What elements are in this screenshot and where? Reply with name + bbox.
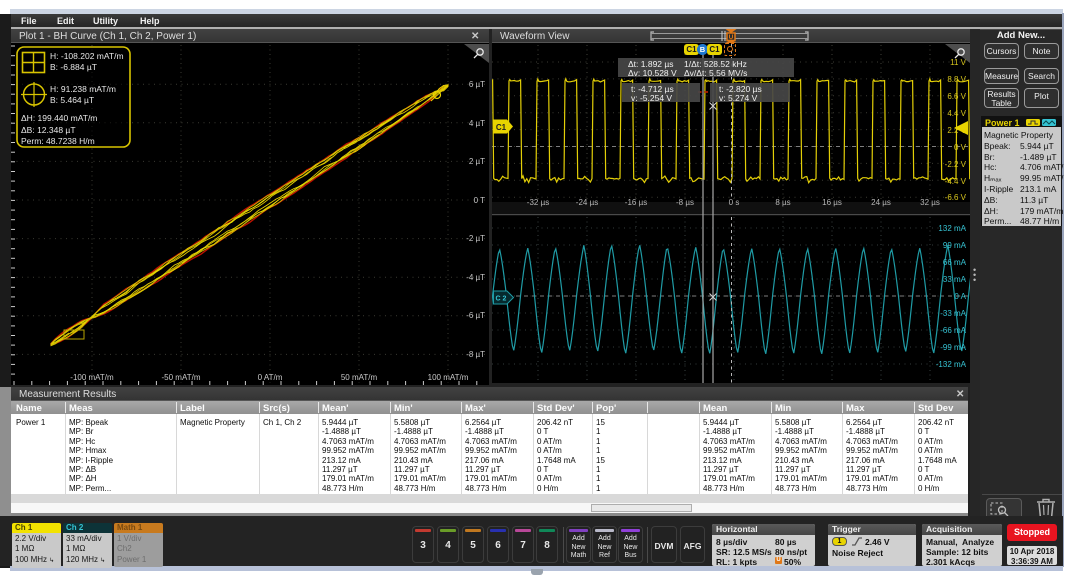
svg-text:C1: C1 (496, 123, 507, 132)
svg-text:U: U (729, 34, 734, 41)
svg-text:C 2: C 2 (496, 296, 507, 303)
